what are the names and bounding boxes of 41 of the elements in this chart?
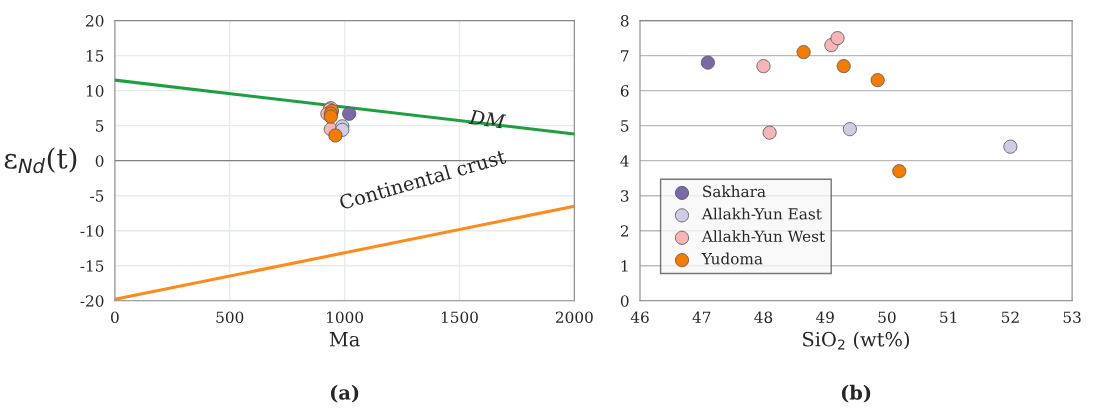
y-tick-label: 0 [620,295,629,307]
y-tick-label: 1 [621,260,628,272]
y-tick-label: 0 [95,155,104,167]
legend-label: Allakh-Yun West [701,230,825,243]
x-tick-label: 46 [630,311,649,323]
x-tick-label: 51 [940,311,957,323]
x-tick-label: 52 [1001,311,1019,323]
y-tick-label: -5 [90,190,104,202]
x-tick-label: 1500 [441,311,478,323]
y-tick-label: 20 [86,15,104,27]
text: (b) [841,384,871,403]
legend-label: Yudoma [701,252,763,265]
annotation: DM [468,109,507,129]
x-tick-label: 500 [216,311,244,323]
y-tick-label: 5 [621,120,629,132]
x-tick-label: 49 [815,311,834,323]
y-tick-label: -15 [80,260,104,272]
x-tick-label: 47 [692,311,711,323]
legend-label: Allakh-Yun East [701,207,822,220]
y-tick-label: 7 [621,50,629,62]
y-tick-label: 8 [620,15,629,27]
y-tick-label: 10 [86,85,104,97]
text: (a) [330,384,359,403]
x-axis-title: Ma [329,332,360,347]
x-tick-label: 53 [1063,311,1081,323]
y-tick-label: 3 [621,190,629,202]
x-tick-label: 1000 [327,311,364,323]
x-axis-title: SiO$_{2}$ (wt%) [803,331,910,350]
x-tick-label: 0 [111,311,119,323]
y-tick-label: 4 [620,155,629,167]
y-axis-title: ε$_{Nd}$(t) [4,147,77,174]
y-tick-label: 5 [96,120,104,132]
y-tick-label: 2 [620,225,629,237]
y-tick-label: -10 [80,225,104,237]
x-tick-label: 48 [754,311,773,323]
y-tick-label: -20 [80,295,104,307]
legend-label: Sakhara [703,185,766,198]
x-tick-label: 2000 [555,311,593,323]
y-tick-label: 15 [86,50,104,62]
x-tick-label: 50 [878,311,896,323]
y-tick-label: 6 [620,85,629,97]
